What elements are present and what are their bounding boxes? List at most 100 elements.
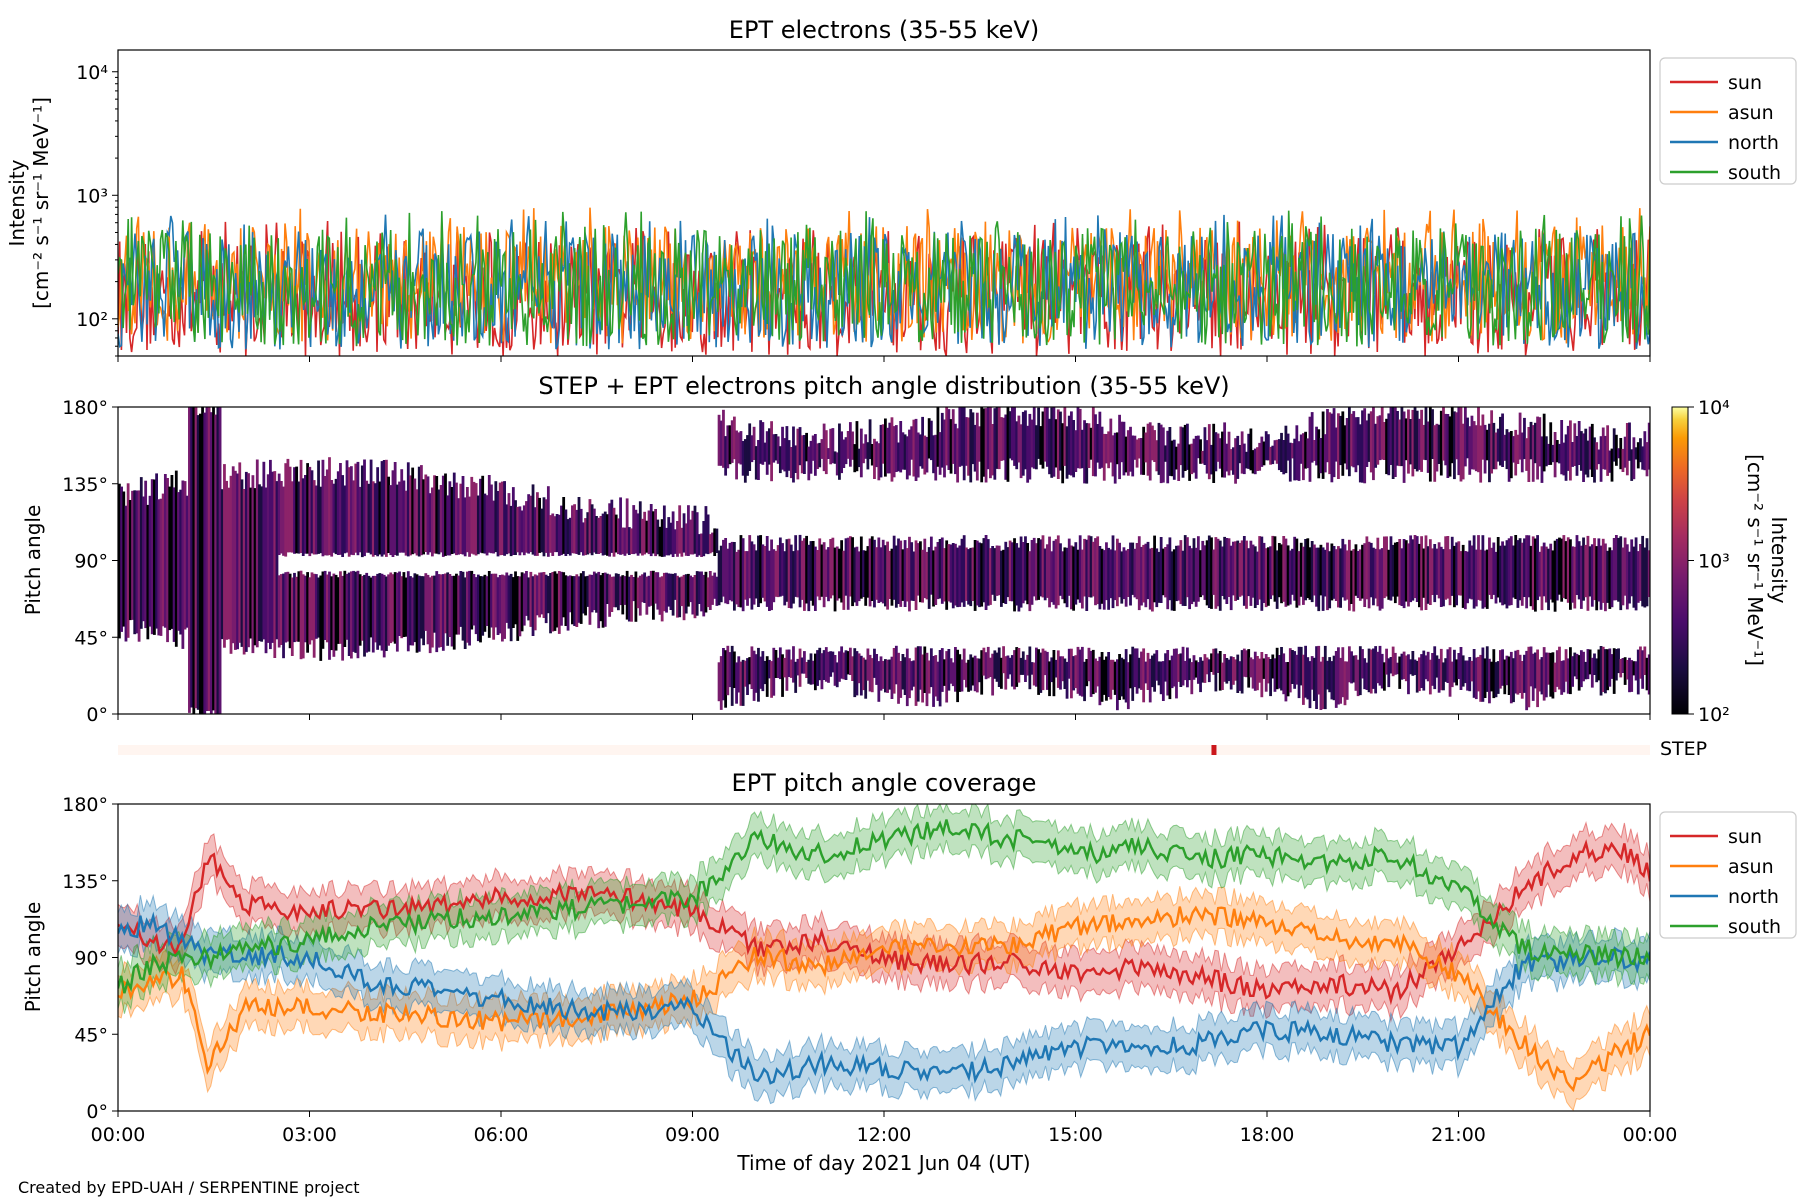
pad-cell [1636, 442, 1640, 469]
pad-cell [1372, 547, 1375, 606]
pad-cell [1129, 654, 1132, 689]
pad-cell [244, 471, 248, 652]
pad-cell [1553, 432, 1557, 478]
pad-cell [1089, 650, 1093, 697]
pad-cell [1507, 538, 1511, 606]
pad-cell [1291, 548, 1294, 595]
pad-cell [717, 550, 721, 606]
pad-cell [1553, 540, 1557, 612]
pad-cell [857, 551, 861, 602]
pad-cell [1269, 446, 1272, 465]
pad-cell [1396, 411, 1399, 466]
pad-ytick-label: 0° [86, 704, 108, 726]
pad-cell [516, 576, 520, 641]
pad-cell [881, 539, 885, 604]
pad-cell [831, 537, 835, 596]
pad-cell [735, 662, 738, 704]
pad-cell [995, 407, 999, 469]
pad-cell [1151, 547, 1154, 612]
pad-cell [1168, 660, 1172, 700]
pad-cell [1610, 654, 1614, 679]
pad-cell [1536, 649, 1539, 708]
pad-cell [945, 540, 949, 610]
pad-cell [1256, 656, 1259, 691]
pad-cell [1166, 544, 1170, 610]
pad-cell [555, 573, 559, 628]
pad-cell [1024, 659, 1027, 682]
pad-cell [678, 505, 682, 554]
pad-cell [897, 538, 900, 604]
pad-cell [1393, 407, 1397, 477]
pad-cell [835, 662, 839, 688]
pad-cell [542, 497, 546, 557]
pad-cell [1236, 540, 1240, 600]
pad-cell [695, 571, 699, 616]
pad-cell [579, 508, 583, 553]
pad-cell [1593, 538, 1596, 601]
pad-cell [1035, 647, 1038, 687]
pad-cell [1529, 421, 1533, 460]
pad-cell [943, 548, 946, 602]
pad-cell [1586, 535, 1590, 611]
pad-cell [518, 506, 522, 556]
pad-cell [951, 543, 955, 609]
pad-cell [525, 571, 528, 616]
pad-cell [1061, 551, 1065, 600]
pad-cell [1326, 542, 1329, 611]
pad-cell [722, 409, 725, 468]
pad-cell [1083, 661, 1086, 702]
pad-cell [1455, 659, 1459, 686]
pad-cell [816, 650, 819, 686]
pad-cell [781, 426, 784, 470]
pad-cell [183, 481, 187, 630]
pad-cell [1328, 412, 1332, 475]
pad-cell [562, 572, 566, 618]
pad-cell [1614, 434, 1618, 466]
pad-cell [722, 539, 725, 597]
pad-cell [1299, 542, 1303, 597]
pad-cell [358, 486, 362, 553]
pad-cell [496, 491, 500, 557]
pad-cell [514, 500, 517, 555]
pad-cell [339, 571, 342, 644]
pad-cell [1284, 538, 1288, 607]
pad-cell [726, 548, 730, 605]
pad-cell [1612, 538, 1616, 601]
pad-cell [1019, 424, 1023, 479]
pad-cell [1378, 415, 1382, 461]
pad-cell [1595, 442, 1599, 470]
pad-cell [914, 418, 918, 481]
pad-cell [562, 497, 566, 554]
pad-cell [1170, 440, 1174, 477]
pad-cell [1247, 548, 1251, 597]
pad-cell [533, 507, 537, 556]
pad-cell [1525, 535, 1529, 609]
pad-cell [997, 407, 1001, 470]
pad-cell [1140, 438, 1143, 475]
pad-cell [1411, 409, 1415, 477]
pad-cell [816, 443, 819, 469]
pad-cell [1442, 662, 1445, 691]
pad-cell [1065, 547, 1069, 608]
pad-cell [1431, 653, 1434, 686]
pad-cell [1488, 423, 1491, 483]
pad-cell [1050, 407, 1054, 478]
pad-cell [487, 571, 491, 638]
pad-cell [691, 510, 695, 555]
pad-cell [1028, 413, 1032, 480]
pad-cell [1155, 440, 1159, 472]
step-strip [118, 745, 1650, 755]
pad-cell [282, 573, 285, 659]
pad-cell [1385, 418, 1388, 475]
pad-cell [901, 549, 905, 601]
pad-cell [282, 486, 285, 556]
pad-cell [884, 545, 887, 607]
pad-cell [1183, 424, 1187, 471]
pad-cell [360, 576, 364, 641]
pad-cell [1628, 551, 1631, 604]
pad-cell [1280, 544, 1283, 604]
pad-cell [982, 408, 986, 477]
pad-cell [614, 514, 618, 553]
pad-cell [1028, 646, 1032, 690]
pad-cell [415, 489, 419, 556]
